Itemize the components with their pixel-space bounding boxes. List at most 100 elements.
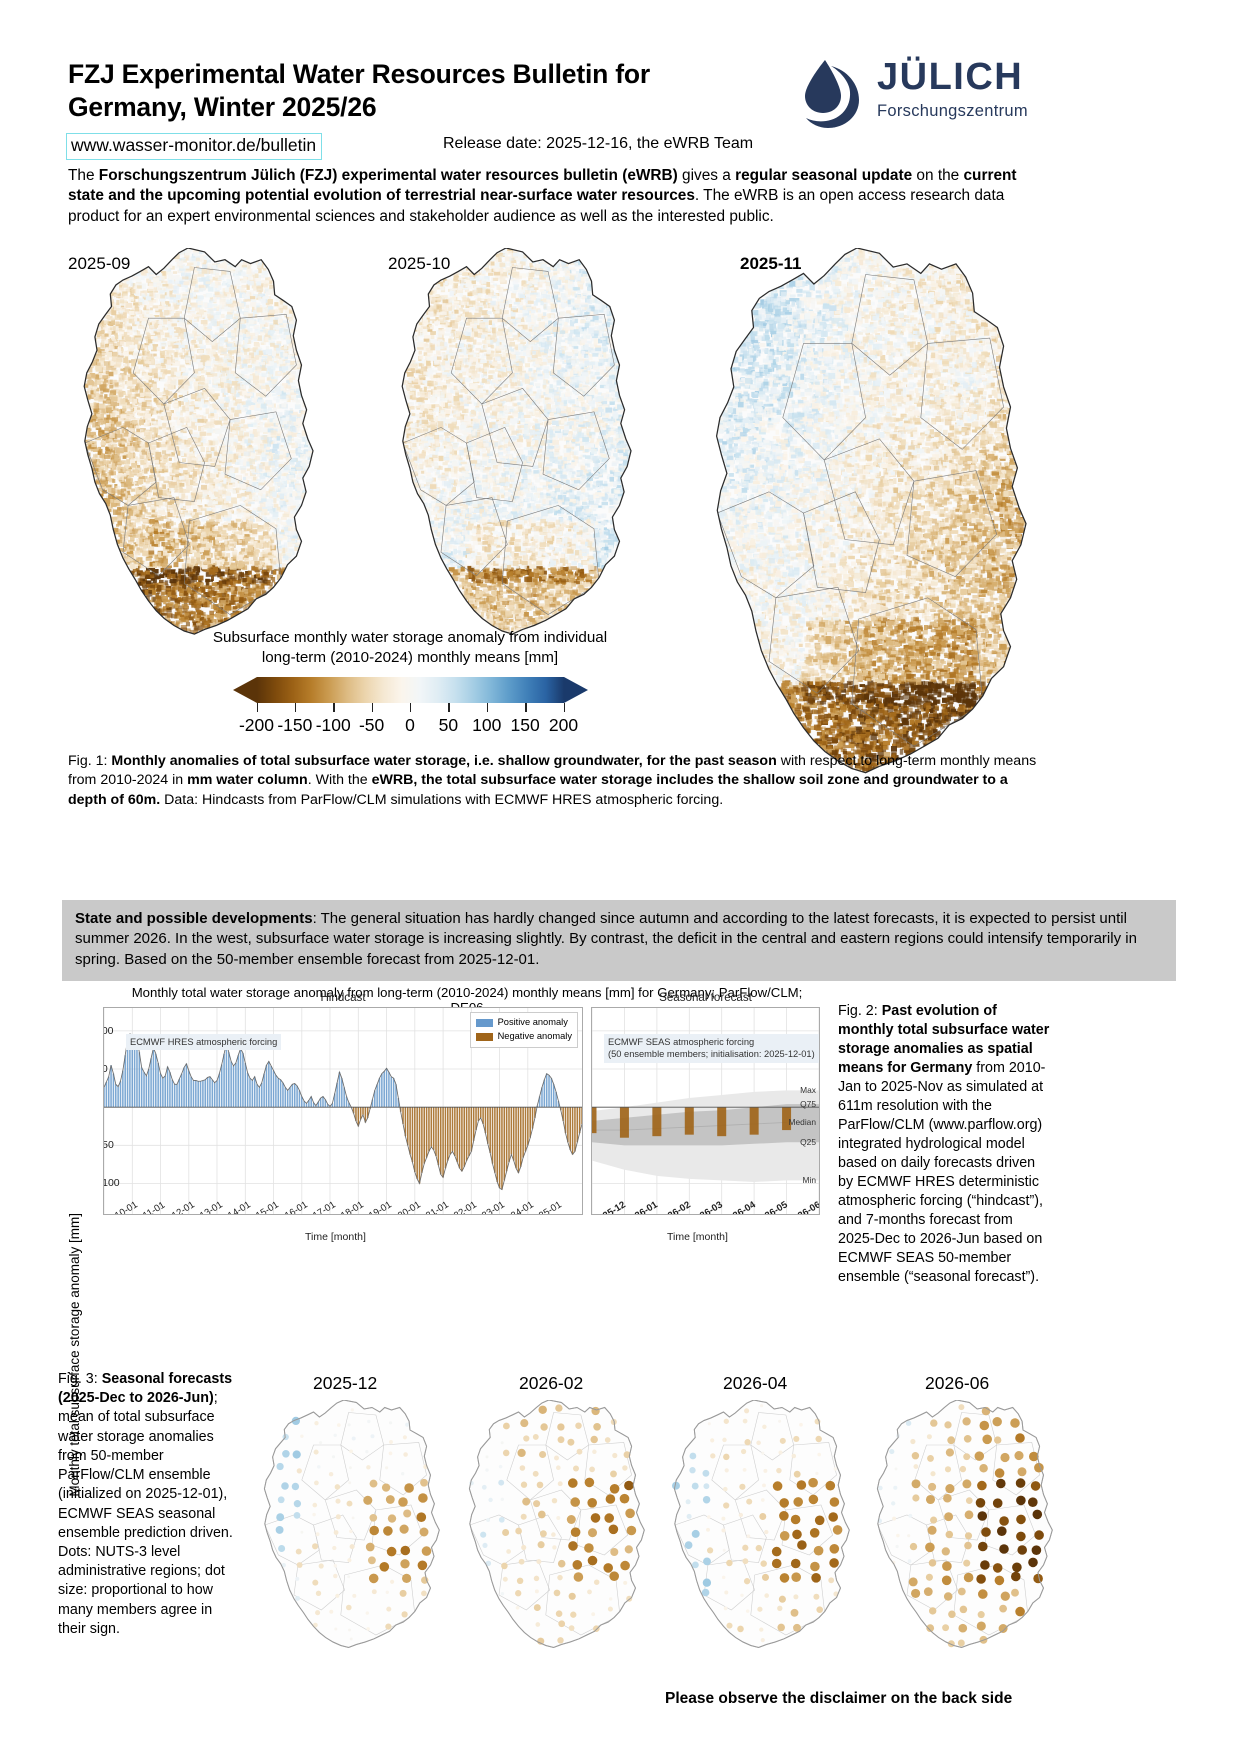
state-box-text: : The general situation has hardly chang… (75, 910, 1137, 968)
intro-b3: current state and the upcoming potential… (68, 167, 1017, 204)
band-label-max: Max (800, 1085, 816, 1095)
map-label-2025-09: 2025-09 (68, 254, 130, 274)
panel-title-forecast: Seasonal forecast (591, 991, 820, 1004)
colorbar-tick-label: -50 (359, 715, 384, 736)
release-date: Release date: 2025-12-16, the eWRB Team (443, 135, 753, 153)
figure-1-maps: 2025-09 2025-10 2025-11 (0, 238, 1240, 774)
disclaimer-note: Please observe the disclaimer on the bac… (665, 1690, 1012, 1708)
colorbar-arrow-right (563, 677, 588, 704)
colorbar-tick-label: -100 (316, 715, 351, 736)
f1cap-b2: mm water column (187, 772, 308, 788)
colorbar-tick (525, 703, 527, 713)
panel-title-hindcast: Hindcast (103, 991, 583, 1004)
colorbar-tick (486, 703, 489, 713)
f2cap-b1: Past evolution of monthly total subsurfa… (838, 1003, 1049, 1076)
map-label-2025-11: 2025-11 (740, 254, 801, 274)
map-label-2025-10: 2025-10 (388, 254, 450, 274)
forecast-map-label-2026-04: 2026-04 (723, 1373, 787, 1394)
y-tick-mark (103, 1183, 104, 1184)
logo-wordmark: JÜLICH (877, 58, 1028, 96)
colorbar-title-line2: long-term (2010-2024) monthly means [mm] (150, 648, 670, 668)
state-box-label: State and possible developments (75, 910, 313, 927)
intro-b2: regular seasonal update (735, 167, 912, 184)
colorbar-tick-label: 50 (439, 715, 458, 736)
logo-text: JÜLICH Forschungszentrum (877, 58, 1028, 121)
colorbar-tick-label: 0 (405, 715, 415, 736)
x-axis-label-hindcast: Time [month] (305, 1231, 366, 1243)
anomaly-map-2025-10 (401, 248, 632, 635)
figure-2-caption: Fig. 2: Past evolution of monthly total … (838, 1002, 1053, 1287)
colorbar-tick (563, 703, 565, 713)
bulletin-url-link[interactable]: www.wasser-monitor.de/bulletin (66, 133, 323, 160)
colorbar-title-line1: Subsurface monthly water storage anomaly… (150, 628, 670, 648)
forecast-map-label-2025-12: 2025-12 (313, 1373, 377, 1394)
colorbar-tickmarks (233, 703, 588, 713)
forecast-map-2025-12 (263, 1400, 440, 1649)
f1cap-e: Data: Hindcasts from ParFlow/CLM simulat… (160, 792, 723, 808)
hindcast-plot (104, 1008, 582, 1214)
x-axis-label-forecast: Time [month] (667, 1231, 728, 1243)
hindcast-annotation: ECMWF HRES atmospheric forcing (126, 1034, 282, 1051)
colorbar-gradient (256, 677, 564, 704)
state-and-developments-box: State and possible developments: The gen… (62, 900, 1176, 982)
band-label-q75: Q75 (800, 1099, 816, 1109)
y-tick-mark (103, 1145, 104, 1146)
intro-paragraph: The Forschungszentrum Jülich (FZJ) exper… (68, 166, 1048, 227)
y-tick-mark (103, 1069, 104, 1070)
colorbar-tick-label: -150 (277, 715, 312, 736)
colorbar-tick-label: -200 (239, 715, 274, 736)
juelich-droplet-icon (785, 58, 865, 130)
hindcast-panel: ECMWF HRES atmospheric forcing Positive … (103, 1007, 583, 1215)
colorbar-tick-label: 200 (549, 715, 578, 736)
f2cap-c: from 2010-Jan to 2025-Nov as simulated a… (838, 1060, 1045, 1285)
colorbar-gradient-bar (232, 677, 588, 704)
colorbar-tick (448, 703, 450, 713)
forecast-map-label-2026-06: 2026-06 (925, 1373, 989, 1394)
legend-label-positive: Positive anomaly (498, 1016, 568, 1030)
intro-d: on the (912, 167, 963, 184)
anomaly-map-2025-09 (83, 248, 314, 635)
colorbar-tick (371, 703, 374, 713)
chart-ylabel-wrap: Monthly total subsurface storage anomaly… (53, 1003, 82, 1497)
colorbar-arrow-left (232, 677, 257, 704)
anomaly-map-2025-11 (715, 248, 1027, 774)
forecast-panel: ECMWF SEAS atmospheric forcing (50 ensem… (591, 1007, 820, 1215)
forecast-annotation: ECMWF SEAS atmospheric forcing (50 ensem… (604, 1034, 819, 1063)
intro-b1: Forschungszentrum Jülich (FZJ) experimen… (99, 167, 678, 184)
colorbar-title: Subsurface monthly water storage anomaly… (150, 628, 670, 668)
legend-swatch-negative (475, 1032, 493, 1041)
band-label-min: Min (803, 1175, 817, 1185)
logo-subtitle: Forschungszentrum (877, 102, 1028, 121)
y-tick-mark (103, 1107, 104, 1108)
f3cap-a: Fig. 3: (58, 1371, 102, 1387)
f1cap-b1: Monthly anomalies of total subsurface wa… (111, 753, 776, 769)
colorbar-tick (256, 703, 258, 713)
forecast-map-2026-02 (468, 1400, 645, 1649)
legend-swatch-positive (475, 1018, 493, 1027)
f1cap-a: Fig. 1: (68, 753, 111, 769)
colorbar-tick-label: 150 (511, 715, 540, 736)
legend-label-negative: Negative anomaly (498, 1030, 572, 1044)
page-header: FZJ Experimental Water Resources Bulleti… (68, 58, 1048, 148)
intro-c: gives a (678, 167, 735, 184)
legend-item-positive: Positive anomaly (475, 1016, 572, 1030)
colorbar-tick-labels: -200 -150 -100 -50 0 50 100 150 200 (233, 715, 588, 739)
colorbar-tick-label: 100 (472, 715, 501, 736)
band-label-median: Median (789, 1117, 816, 1127)
colorbar-tick (294, 703, 297, 713)
legend-item-negative: Negative anomaly (475, 1030, 572, 1044)
forecast-map-2026-06 (876, 1400, 1053, 1649)
forecast-map-label-2026-02: 2026-02 (519, 1373, 583, 1394)
f3cap-c: ; mean of total subsurface water storage… (58, 1390, 233, 1637)
intro-a: The (68, 167, 99, 184)
colorbar-tick (410, 703, 412, 713)
y-tick-mark (103, 1031, 104, 1032)
f2cap-a: Fig. 2: (838, 1003, 882, 1019)
forecast-map-2026-04 (672, 1400, 850, 1649)
chart-legend: Positive anomaly Negative anomaly (469, 1012, 578, 1048)
f3cap-b: Seasonal forecasts (2025-Dec to 2026-Jun… (58, 1371, 232, 1406)
band-label-q25: Q25 (800, 1137, 816, 1147)
figure-3-caption: Fig. 3: Seasonal forecasts (2025-Dec to … (58, 1370, 238, 1639)
figure-2-timeseries: Monthly total water storage anomaly from… (53, 985, 830, 1497)
figure-1-colorbar: Subsurface monthly water storage anomaly… (150, 628, 670, 739)
